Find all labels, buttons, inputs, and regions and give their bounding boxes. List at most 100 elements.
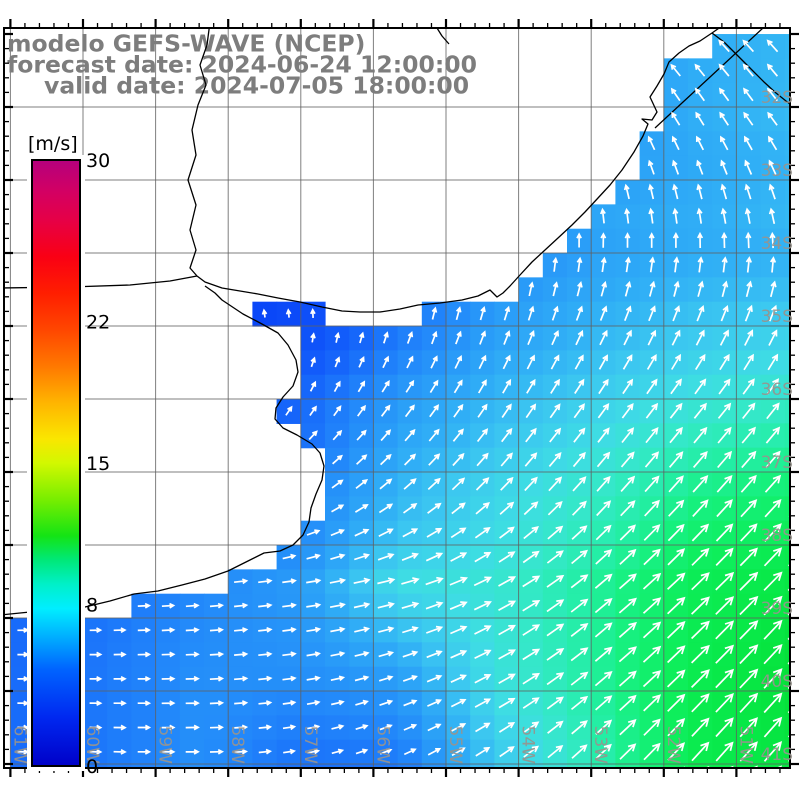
wind-arrow: [547, 720, 564, 734]
wind-arrow: [379, 724, 393, 731]
wind-arrow: [137, 700, 152, 707]
wind-arrow: [449, 601, 468, 610]
wind-arrow: [161, 627, 176, 633]
wind-arrow: [791, 404, 800, 419]
wind-arrow: [744, 304, 753, 322]
wind-arrow: [668, 451, 684, 468]
wind-arrow: [89, 749, 103, 755]
wind-arrow: [696, 159, 704, 175]
wind-speed-cell: [784, 301, 790, 327]
wind-arrow: [138, 774, 150, 778]
wind-arrow: [358, 355, 365, 368]
wind-arrow: [619, 548, 637, 565]
wind-speed-cell: [784, 180, 790, 205]
wind-arrow: [691, 620, 710, 640]
wind-arrow: [310, 307, 316, 318]
colorbar-tick-label: 15: [86, 453, 110, 475]
wind-arrow: [452, 452, 465, 467]
wind-arrow: [696, 305, 705, 322]
wind-arrow: [763, 741, 783, 762]
wind-arrow: [667, 523, 685, 542]
wind-arrow: [452, 773, 464, 780]
wind-arrow: [283, 748, 296, 755]
wind-arrow: [355, 478, 369, 489]
wind-arrow: [694, 87, 705, 102]
wind-arrow: [162, 774, 174, 778]
wind-arrow: [426, 674, 443, 683]
wind-arrow: [670, 87, 681, 102]
longitude-label: 57W: [300, 726, 320, 765]
wind-arrow: [282, 578, 297, 584]
wind-arrow: [402, 650, 419, 658]
wind-arrow: [113, 675, 127, 682]
wind-arrow: [524, 452, 538, 467]
wind-arrow: [258, 724, 273, 731]
wind-arrow: [258, 700, 273, 706]
wind-arrow: [503, 305, 511, 321]
wind-arrow: [427, 699, 443, 707]
wind-arrow: [354, 528, 370, 537]
wind-speed-cell: [542, 764, 568, 768]
coastline-path: [187, 28, 210, 277]
wind-arrow: [743, 111, 754, 126]
wind-arrow: [66, 774, 77, 778]
wind-arrow: [597, 403, 610, 419]
wind-arrow: [625, 256, 631, 273]
longitude-label: 58W: [227, 726, 247, 765]
wind-arrow: [691, 547, 710, 566]
wind-arrow: [525, 403, 537, 419]
coastline-path: [4, 285, 325, 616]
wind-arrow: [405, 379, 415, 393]
wind-arrow: [717, 402, 732, 419]
wind-arrow: [209, 748, 225, 755]
wind-arrow: [498, 649, 517, 660]
wind-arrow: [499, 746, 515, 758]
wind-speed-cell: [784, 326, 790, 351]
wind-arrow: [720, 183, 728, 200]
wind-arrow: [744, 183, 752, 200]
wind-arrow: [718, 39, 730, 53]
wind-arrow: [717, 450, 733, 469]
wind-arrow: [649, 256, 656, 273]
wind-arrow: [595, 743, 612, 760]
wind-arrow: [403, 478, 417, 490]
wind-arrow: [719, 111, 730, 126]
wind-speed-cell: [784, 399, 790, 424]
wind-arrow: [768, 183, 776, 200]
wind-arrow: [548, 476, 563, 492]
wind-arrow: [330, 553, 346, 561]
wind-arrow: [594, 622, 613, 638]
wind-arrow: [763, 547, 783, 567]
wind-arrow: [745, 280, 753, 298]
wind-arrow: [765, 450, 781, 469]
wind-arrow: [431, 330, 438, 345]
wind-arrow: [768, 329, 778, 346]
wind-arrow: [522, 550, 540, 564]
wind-arrow: [718, 87, 730, 102]
wind-arrow: [453, 379, 463, 394]
longitude-label: 52W: [663, 726, 683, 765]
wind-arrow: [764, 523, 782, 542]
wind-arrow: [766, 402, 780, 420]
wind-speed-cell: [784, 715, 790, 741]
wind-arrow: [716, 499, 733, 518]
wind-arrow: [526, 378, 536, 394]
wind-speed-cell: [567, 764, 592, 768]
wind-arrow: [548, 452, 562, 467]
wind-arrow: [739, 717, 759, 738]
wind-speed-cell: [252, 764, 278, 768]
wind-arrow: [718, 63, 730, 77]
wind-arrow: [528, 281, 535, 297]
wind-arrow: [547, 744, 564, 759]
wind-arrow: [525, 427, 537, 443]
wind-arrow: [769, 280, 777, 298]
wind-arrow: [620, 451, 635, 468]
wind-arrow: [307, 748, 321, 755]
wind-arrow: [743, 353, 754, 371]
wind-arrow: [619, 694, 637, 712]
wind-arrow: [356, 454, 368, 465]
wind-arrow: [788, 490, 790, 493]
wind-arrow: [356, 429, 367, 441]
wind-arrow: [691, 693, 710, 713]
